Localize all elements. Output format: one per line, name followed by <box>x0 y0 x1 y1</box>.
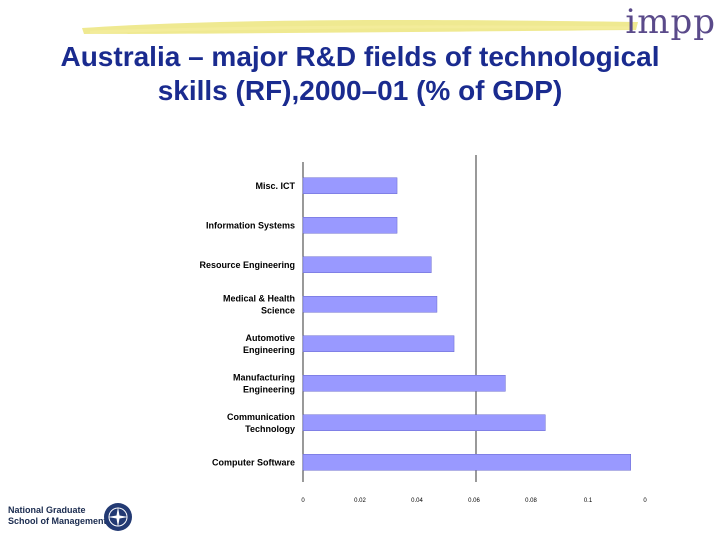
bar-3 <box>302 296 438 313</box>
header-brush-stroke <box>82 20 638 34</box>
title-line-2: skills (RF),2000–01 (% of GDP) <box>157 75 563 106</box>
x-tick-label-5: 0.1 <box>584 498 593 504</box>
x-tick-label-6: 0 <box>643 498 647 504</box>
bar-0 <box>302 177 398 194</box>
bar-1 <box>302 217 398 234</box>
x-tick-label-4: 0.08 <box>525 498 537 504</box>
org-name-line-2: School of Management <box>8 516 107 526</box>
category-label-0: Misc. ICT <box>255 181 295 191</box>
org-name: National Graduate School of Management <box>8 505 107 527</box>
bar-6 <box>302 414 546 431</box>
x-tick-label-0: 0 <box>301 498 305 504</box>
slide-title: Australia – major R&D fields of technolo… <box>0 40 720 108</box>
x-tick-label-2: 0.04 <box>411 498 423 504</box>
category-label-7: Computer Software <box>212 457 295 467</box>
category-label-3: Medical & Health Science <box>223 293 295 315</box>
x-tick-label-1: 0.02 <box>354 498 366 504</box>
org-name-line-1: National Graduate <box>8 505 86 515</box>
category-label-6: Communication Technology <box>227 412 295 434</box>
category-label-5: Manufacturing Engineering <box>233 372 295 394</box>
x-tick-label-3: 0.06 <box>468 498 480 504</box>
compass-rose-icon <box>104 503 132 531</box>
bar-7 <box>302 454 631 471</box>
title-line-1: Australia – major R&D fields of technolo… <box>60 41 660 72</box>
category-label-2: Resource Engineering <box>199 260 295 270</box>
impp-logo: impp <box>625 2 716 42</box>
category-label-4: Automotive Engineering <box>243 333 295 355</box>
bar-4 <box>302 335 455 352</box>
category-label-1: Information Systems <box>206 220 295 230</box>
bar-2 <box>302 256 432 273</box>
bar-5 <box>302 375 506 392</box>
